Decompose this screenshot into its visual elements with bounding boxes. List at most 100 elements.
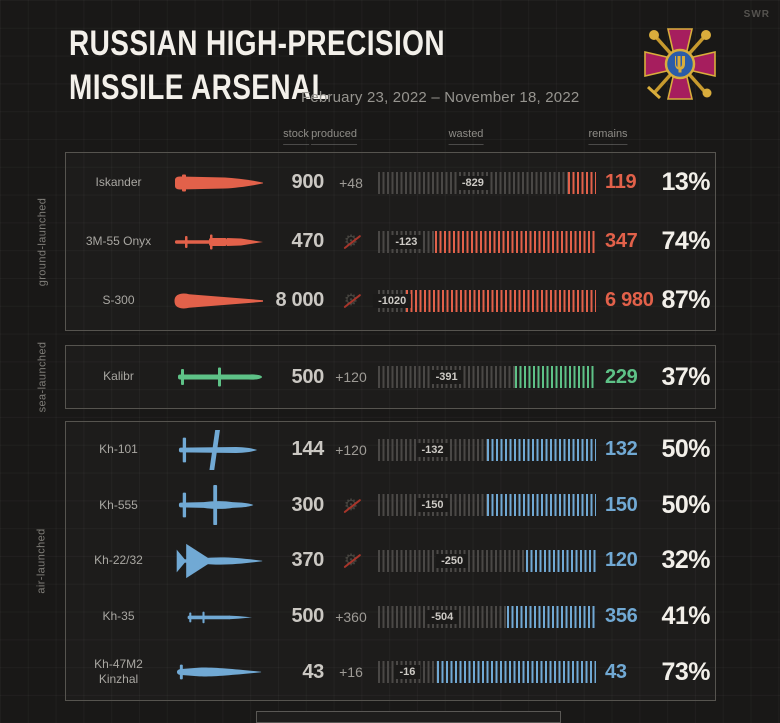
missile-name: Kalibr	[103, 369, 134, 384]
remains-percent: 50%	[661, 490, 710, 519]
missile-row: Kh-101 144 +120 -132 132 50%	[66, 422, 715, 478]
remains-value: 119	[605, 171, 637, 193]
date-range: February 23, 2022 – November 18, 2022	[301, 89, 580, 106]
group-label-ground-launched: ground-launched	[36, 197, 49, 286]
wasted-value: -1020	[373, 293, 412, 308]
missile-row: Kalibr 500 +120 -391 229 37%	[66, 346, 715, 408]
wasted-value: -250	[436, 553, 469, 568]
onyx-missile-icon	[171, 232, 266, 252]
wasted-value: -829	[456, 175, 489, 190]
produced-cell: ⚙	[324, 497, 378, 514]
remains-segment	[436, 661, 596, 684]
remains-value: 120	[605, 549, 638, 572]
wasted-segment: -250	[378, 549, 527, 572]
stock-value: 500	[291, 365, 325, 388]
stock-value: 300	[291, 493, 325, 516]
loss-bar-cell: -150	[378, 494, 596, 517]
panel-ground-launched: Iskander 900 +48 -829 119 13% 3M-55 Onyx 470 ⚙ -1…	[65, 152, 716, 331]
remains-percent: 37%	[661, 362, 710, 391]
remains-value: 229	[605, 365, 638, 388]
remains-percent: 74%	[661, 227, 710, 255]
loss-bar: -250	[378, 549, 596, 572]
kinzhal-missile-icon	[171, 661, 266, 683]
kh2232-missile-icon	[171, 542, 266, 580]
no-production-gear-icon: ⚙	[343, 233, 359, 250]
loss-bar-cell: -829	[378, 171, 596, 194]
produced-cell: ⚙	[324, 292, 378, 309]
stock-value: 144	[291, 438, 325, 461]
produced-value: +48	[339, 174, 363, 191]
wasted-segment: -150	[378, 494, 487, 517]
no-production-gear-icon: ⚙	[343, 552, 359, 570]
loss-bar-cell: -250	[378, 549, 596, 572]
produced-value: +16	[339, 664, 363, 681]
missile-row: Kh-47M2 Kinzhal 43 +16 -16 43 73%	[66, 644, 715, 700]
no-production-gear-icon: ⚙	[343, 292, 359, 309]
loss-bar: -504	[378, 605, 596, 628]
wasted-segment: -132	[378, 438, 487, 461]
panel-air-launched: Kh-101 144 +120 -132 132 50% Kh-555 300 ⚙ -150 150…	[65, 421, 716, 701]
stock-value: 43	[302, 660, 324, 683]
loss-bar-cell: -123	[378, 230, 596, 253]
kalibr-missile-icon	[171, 366, 266, 388]
missile-name: S-300	[102, 292, 135, 307]
remains-segment	[526, 549, 596, 572]
remains-percent: 32%	[661, 546, 710, 575]
stock-value: 470	[291, 230, 325, 252]
wasted-segment: -1020	[373, 289, 412, 312]
loss-bar: -16	[378, 661, 596, 684]
remains-percent: 87%	[661, 286, 710, 314]
wasted-value: -150	[416, 498, 449, 513]
missile-name: Kh-555	[99, 497, 138, 512]
wasted-segment: -123	[378, 230, 435, 253]
kh35-missile-icon	[171, 607, 266, 627]
loss-bar: -391	[378, 366, 596, 388]
produced-value: +120	[335, 441, 367, 458]
stock-value: 370	[291, 549, 325, 572]
produced-cell: ⚙	[324, 552, 378, 569]
remains-value: 356	[605, 605, 638, 628]
loss-bar: -132	[378, 438, 596, 461]
iskander-missile-icon	[171, 173, 266, 193]
title-line-2: MISSILE ARSENAL	[69, 68, 330, 107]
no-production-gear-icon: ⚙	[343, 496, 359, 514]
loss-bar: -1020	[373, 289, 596, 312]
column-header-produced: produced	[311, 128, 357, 145]
missile-name: Kh-22/32	[94, 553, 143, 568]
remains-segment	[487, 494, 596, 517]
kh101-missile-icon	[171, 429, 266, 471]
remains-value: 43	[605, 660, 627, 683]
page-title: RUSSIAN HIGH-PRECISION MISSILE ARSENAL	[69, 22, 445, 110]
wasted-value: -391	[430, 370, 463, 384]
missile-name: Kh-47M2 Kinzhal	[94, 656, 143, 687]
stock-value: 8 000	[275, 289, 324, 311]
missile-row: Kh-22/32 370 ⚙ -250 120 32%	[66, 533, 715, 589]
missile-row: S-300 8 000 ⚙ -1020 6 980 87%	[66, 271, 715, 330]
remains-percent: 50%	[661, 435, 710, 464]
missile-row: Kh-35 500 +360 -504 356 41%	[66, 589, 715, 645]
remains-segment	[434, 230, 596, 253]
produced-cell: ⚙	[324, 233, 378, 250]
loss-bar-cell: -1020	[373, 289, 596, 312]
produced-value: +360	[335, 608, 367, 625]
stock-value: 500	[291, 605, 325, 628]
missile-row: Kh-555 300 ⚙ -150 150 50%	[66, 478, 715, 534]
column-header-remains: remains	[588, 128, 628, 145]
wasted-value: -16	[394, 665, 421, 680]
missile-row: Iskander 900 +48 -829 119 13%	[66, 153, 715, 212]
ukraine-armed-forces-emblem-icon	[641, 24, 719, 109]
remains-percent: 73%	[661, 657, 710, 686]
wasted-value: -132	[416, 442, 449, 457]
wasted-value: -123	[390, 234, 423, 249]
wasted-value: -504	[426, 609, 459, 624]
group-label-air-launched: air-launched	[36, 528, 48, 594]
panel-sea-launched: Kalibr 500 +120 -391 229 37%	[65, 345, 716, 409]
wasted-segment: -829	[378, 171, 568, 194]
loss-bar-cell: -132	[378, 438, 596, 461]
column-header-wasted: wasted	[448, 128, 484, 145]
column-header-stock: stock	[283, 128, 309, 145]
remains-percent: 41%	[661, 602, 710, 631]
loss-bar-cell: -391	[378, 366, 596, 388]
stock-value: 900	[291, 171, 325, 193]
loss-bar-cell: -504	[378, 605, 596, 628]
